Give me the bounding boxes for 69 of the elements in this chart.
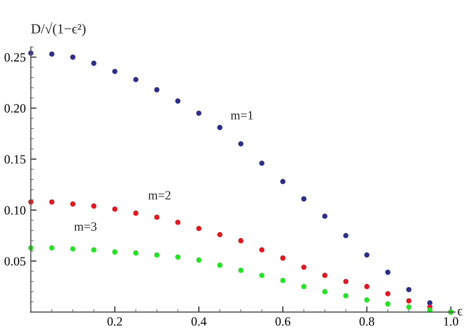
x-axis-title: ϵ [458,308,462,316]
point [322,289,328,294]
point [217,124,222,130]
point [280,178,286,184]
point [91,247,96,252]
point [364,297,370,302]
point [133,250,138,256]
point [259,272,264,278]
point [175,98,180,104]
point [112,68,118,74]
point [385,291,390,296]
point [280,278,286,284]
x-tick-label: 0.4 [191,317,206,326]
series-label: m=2 [148,191,170,200]
point [406,298,412,304]
point [238,238,244,244]
x-tick-label: 1.0 [444,317,458,326]
y-tick-label: 0.10 [4,206,26,215]
point [70,54,76,60]
point [217,262,222,268]
point [259,247,264,252]
point [343,278,348,284]
x-tick-label: 0.6 [275,317,290,326]
point [154,87,160,92]
point [49,245,54,250]
point [385,270,390,275]
point [322,272,328,278]
point [196,226,202,232]
point [343,293,348,298]
y-tick-label: 0.25 [4,53,26,62]
point [406,286,412,292]
point [364,252,370,258]
point [280,255,286,261]
point [301,196,306,202]
point [385,301,390,306]
point [154,214,160,220]
point [238,141,244,146]
point [301,264,306,270]
point [49,51,54,57]
y-axis-title: D/√(1−ϵ²) [31,22,86,36]
point [364,284,370,290]
point [196,110,202,116]
point [343,232,348,238]
point [70,246,76,252]
point [133,210,138,216]
point [175,220,180,225]
point [196,257,202,263]
point [112,206,118,212]
point [259,160,264,166]
point [70,201,76,207]
point [112,249,118,254]
x-tick-label: 0.2 [107,317,122,326]
point [133,76,138,82]
y-tick-label: 0.05 [4,257,26,266]
x-tick-label: 0.8 [360,317,374,326]
point [238,268,244,273]
point [49,199,54,205]
point [406,304,412,310]
point [175,254,180,260]
point [91,203,96,209]
point [301,284,306,290]
y-tick-label: 0.15 [4,155,26,164]
point [154,252,160,258]
series-label: m=3 [74,222,97,231]
y-tick-label: 0.20 [4,104,26,113]
series-label: m=1 [230,111,253,120]
point [217,232,222,238]
point [322,214,328,219]
point [91,60,96,66]
